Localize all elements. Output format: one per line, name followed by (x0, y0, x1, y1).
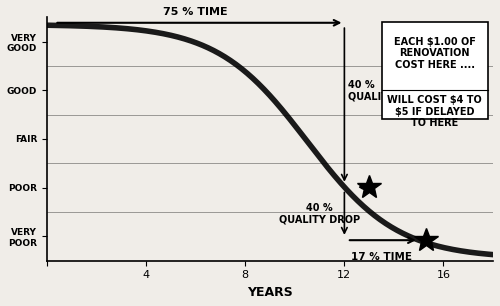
Text: 75 % TIME: 75 % TIME (164, 7, 228, 17)
FancyBboxPatch shape (382, 22, 488, 120)
Text: 40 %
QUALITY DROP: 40 % QUALITY DROP (348, 80, 429, 101)
X-axis label: YEARS: YEARS (247, 286, 293, 299)
Text: 40 %
QUALITY DROP: 40 % QUALITY DROP (279, 203, 360, 224)
Text: EACH $1.00 OF
RENOVATION
COST HERE ....: EACH $1.00 OF RENOVATION COST HERE .... (394, 37, 476, 70)
Text: 17 % TIME: 17 % TIME (351, 252, 412, 262)
Text: WILL COST $4 TO
$5 IF DELAYED
TO HERE: WILL COST $4 TO $5 IF DELAYED TO HERE (388, 95, 482, 128)
